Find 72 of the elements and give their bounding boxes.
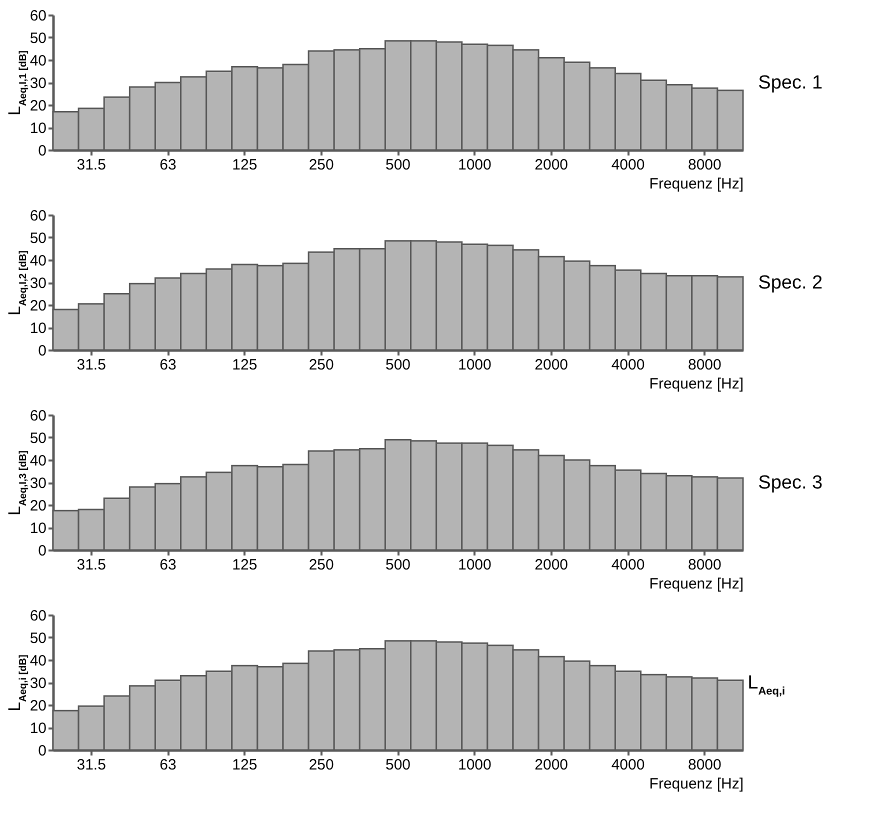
x-tick-label: 63 [160,356,176,374]
y-tick-label: 30 [30,675,46,692]
x-tick-label: 250 [308,356,334,374]
y-tick-label: 10 [30,520,46,537]
x-tick-label: 1000 [458,556,492,574]
x-tick-label: 125 [232,756,258,774]
x-tick-label: 250 [308,156,334,174]
y-tick-label: 50 [30,430,46,447]
text: Spec. 1 [758,72,823,94]
x-tick-label: 500 [385,556,411,574]
x-tick-label: 31.5 [76,156,106,174]
x-tick-label: 125 [232,556,258,574]
x-axis-title: Frequenz [Hz] [649,376,744,392]
y-tick-label: 30 [30,475,46,492]
x-tick-label: 1000 [458,156,492,174]
x-tick-label: 8000 [688,756,722,774]
x-tick-label: 31.5 [76,556,106,574]
x-axis-title: Frequenz [Hz] [649,576,744,592]
y-tick-label: 50 [30,30,46,47]
x-tick-label: 63 [160,156,176,174]
x-tick-label: 63 [160,756,176,774]
text: Spec. 3 [758,472,823,494]
x-tick-label: 2000 [534,756,568,774]
y-tick-label: 60 [30,608,46,624]
x-tick-label: 4000 [611,756,645,774]
y-tick-label: 10 [30,120,46,137]
y-tick-label: 40 [30,452,46,470]
y-tick-label: 0 [38,542,46,560]
y-tick-label: 20 [30,98,46,114]
x-tick-label: 63 [160,556,176,574]
y-tick-label: 0 [38,142,46,160]
y-tick-label: 60 [30,408,46,424]
x-tick-label: 31.5 [76,356,106,374]
y-tick-label: 40 [30,652,46,670]
x-tick-label: 1000 [458,356,492,374]
y-tick-label: 60 [30,208,46,224]
x-tick-label: 4000 [611,356,645,374]
x-tick-label: 500 [385,756,411,774]
x-tick-label: 2000 [534,356,568,374]
y-tick-label: 50 [30,230,46,247]
x-tick-label: 250 [308,556,334,574]
y-tick-label: 10 [30,320,46,337]
y-tick-label: 40 [30,252,46,270]
text: L$_{Aeq,i}$ [748,672,786,698]
y-tick-label: 20 [30,698,46,714]
y-tick-label: 20 [30,298,46,314]
y-tick-label: 20 [30,498,46,514]
y-tick-label: 50 [30,630,46,647]
y-tick-label: 60 [30,8,46,24]
x-tick-label: 2000 [534,156,568,174]
y-tick-label: 30 [30,275,46,292]
y-tick-label: 10 [30,720,46,737]
x-tick-label: 8000 [688,356,722,374]
x-tick-label: 1000 [458,756,492,774]
x-tick-label: 500 [385,356,411,374]
x-tick-label: 500 [385,156,411,174]
x-tick-label: 2000 [534,556,568,574]
x-tick-label: 125 [232,156,258,174]
x-tick-label: 250 [308,756,334,774]
x-tick-label: 8000 [688,556,722,574]
x-tick-label: 31.5 [76,756,106,774]
x-tick-label: 4000 [611,156,645,174]
y-tick-label: 0 [38,342,46,360]
text: Spec. 2 [758,272,823,294]
x-tick-label: 4000 [611,556,645,574]
x-axis-title: Frequenz [Hz] [649,776,744,792]
x-tick-label: 8000 [688,156,722,174]
x-tick-label: 125 [232,356,258,374]
y-tick-label: 0 [38,742,46,760]
y-tick-label: 30 [30,75,46,92]
y-tick-label: 40 [30,52,46,70]
x-axis-title: Frequenz [Hz] [649,176,744,192]
